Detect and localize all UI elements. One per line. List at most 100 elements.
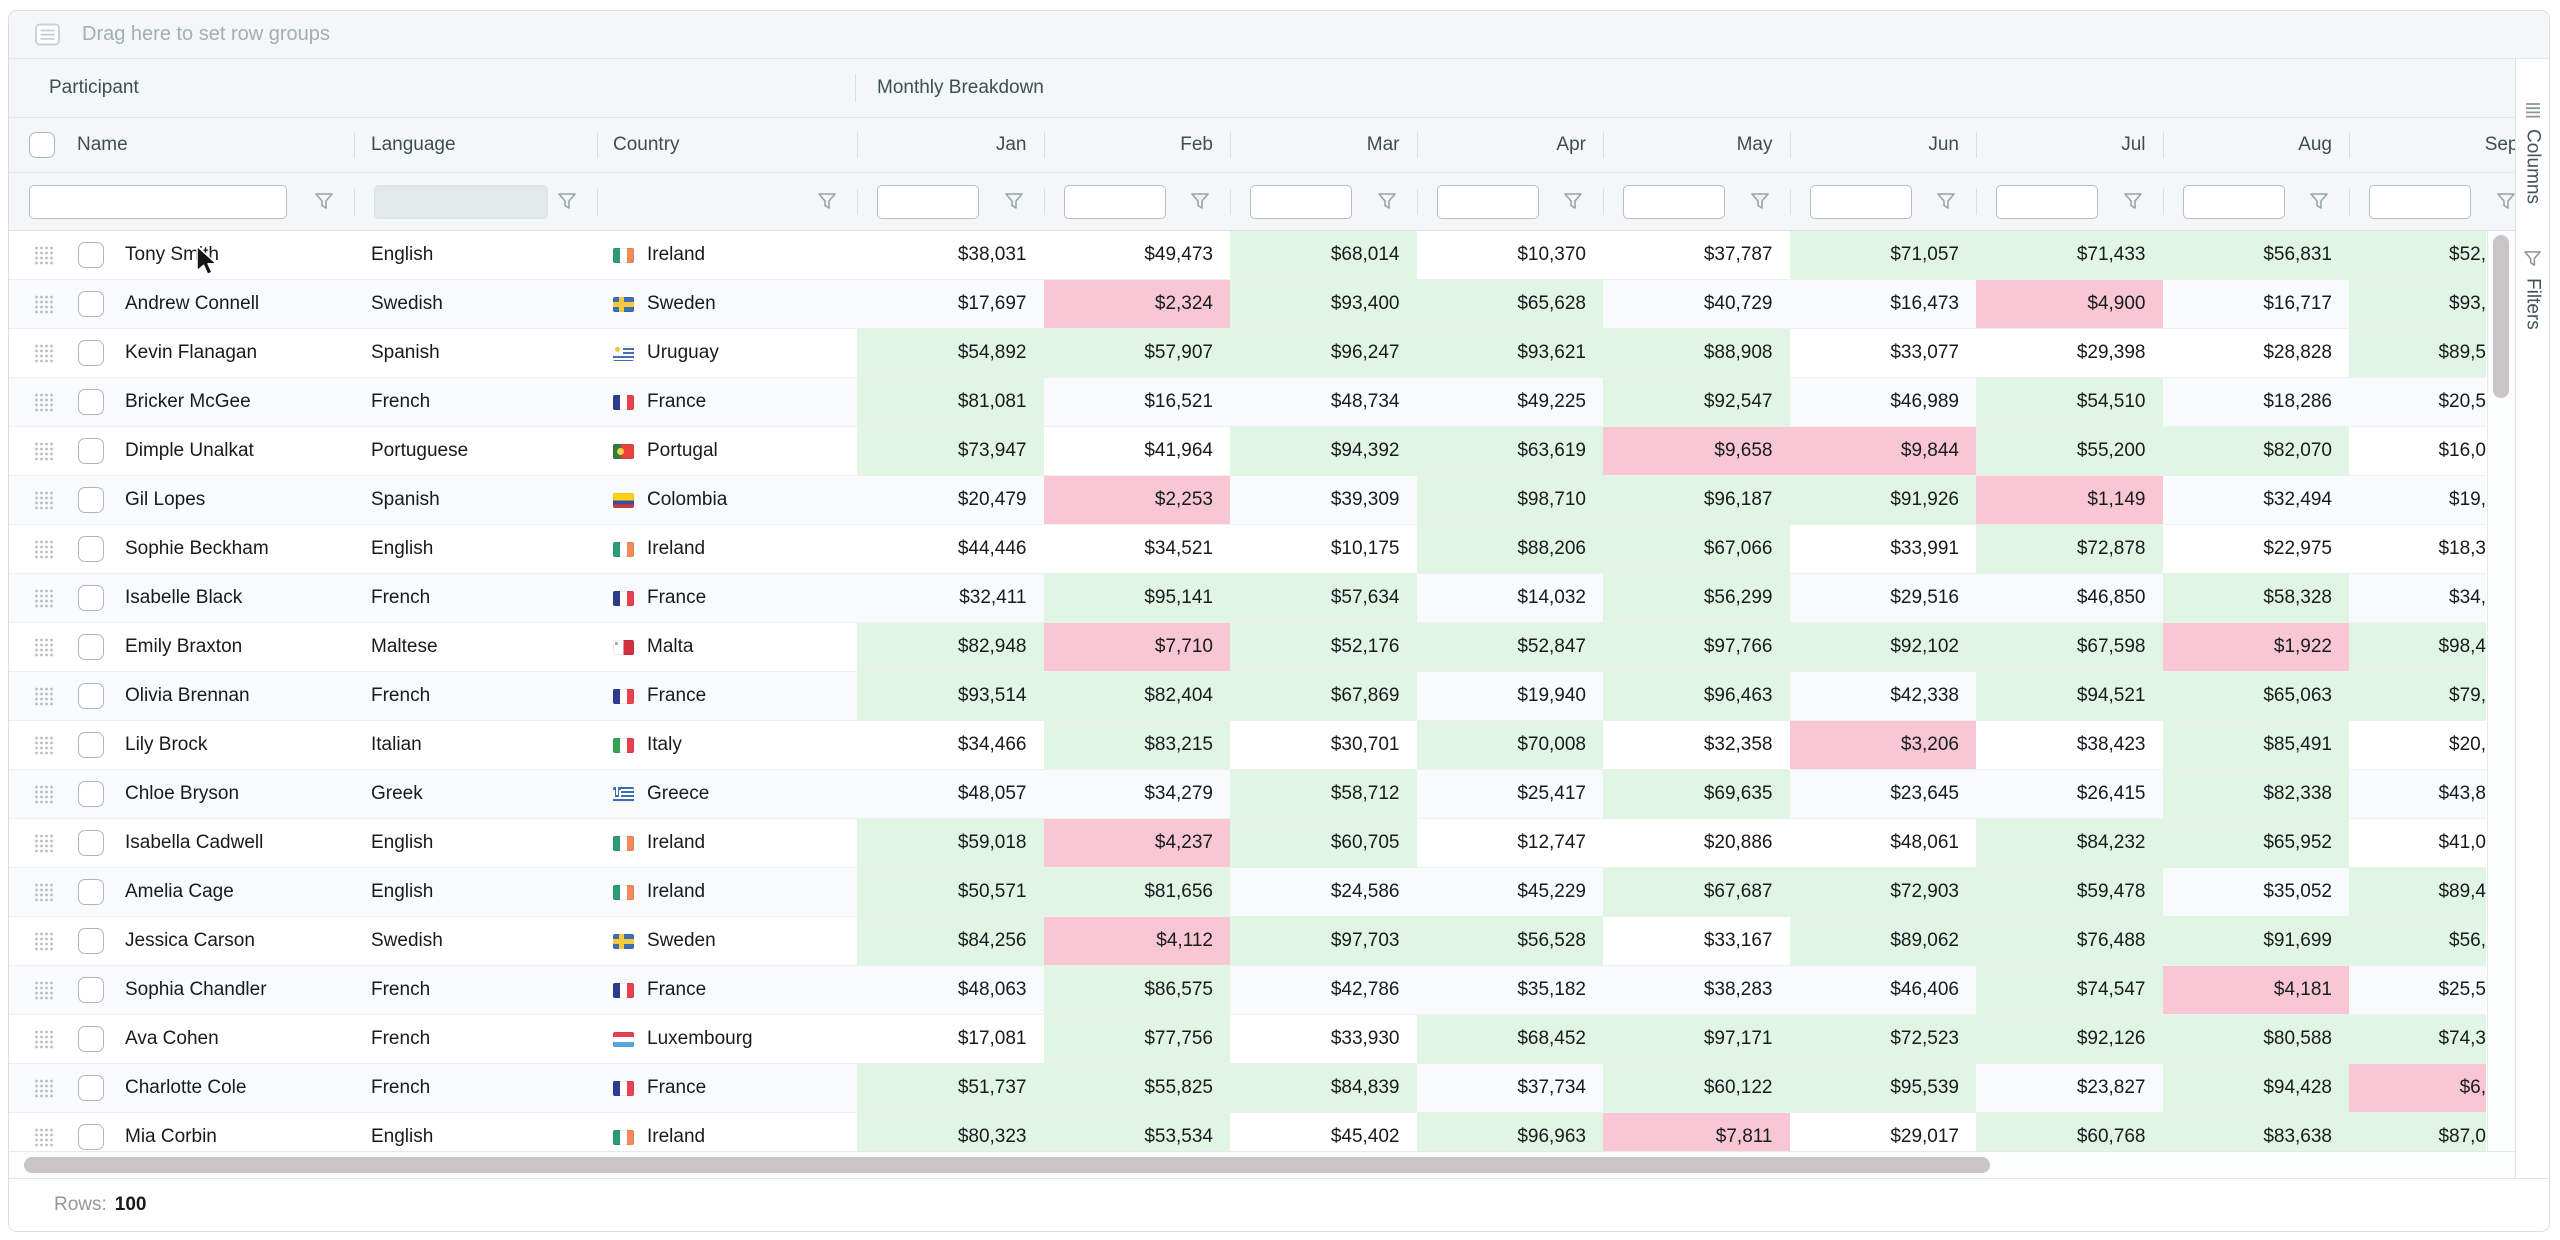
mar-value-cell[interactable]: $42,786 <box>1330 979 1400 1000</box>
column-header-country[interactable]: Country <box>597 118 857 172</box>
column-header-mar[interactable]: Mar <box>1230 118 1417 172</box>
row-drag-handle-icon[interactable] <box>33 784 54 804</box>
jul-value-cell[interactable]: $71,433 <box>1976 231 2163 279</box>
row-checkbox[interactable] <box>78 291 104 317</box>
may-value-cell[interactable]: $88,908 <box>1603 329 1790 377</box>
language-cell[interactable]: Portuguese <box>371 440 469 461</box>
jun-value-cell[interactable]: $92,102 <box>1789 623 1976 671</box>
sep-value-cell[interactable]: $41,0 <box>2438 832 2486 853</box>
sep-value-cell[interactable]: $18,3 <box>2438 538 2486 559</box>
apr-value-cell[interactable]: $35,182 <box>1517 979 1586 1000</box>
apr-value-cell[interactable]: $45,229 <box>1517 881 1586 902</box>
language-cell[interactable]: English <box>371 1126 434 1147</box>
country-cell[interactable]: Greece <box>597 770 857 818</box>
filter-icon[interactable] <box>1750 192 1770 211</box>
filter-icon[interactable] <box>2496 192 2516 211</box>
apr-value-cell[interactable]: $10,370 <box>1517 244 1586 265</box>
name-cell[interactable]: Olivia Brennan <box>9 672 354 720</box>
mar-value-cell[interactable]: $67,869 <box>1230 672 1417 720</box>
row-drag-handle-icon[interactable] <box>33 441 54 461</box>
apr-value-cell[interactable]: $65,628 <box>1416 280 1603 328</box>
jan-value-cell[interactable]: $93,514 <box>857 672 1044 720</box>
may-value-cell[interactable]: $56,299 <box>1603 574 1790 622</box>
apr-value-cell[interactable]: $14,032 <box>1517 587 1586 608</box>
jan-value-cell[interactable]: $20,479 <box>957 489 1027 510</box>
may-value-cell[interactable]: $97,766 <box>1603 623 1790 671</box>
apr-value-cell[interactable]: $68,452 <box>1416 1015 1603 1063</box>
mar-value-cell[interactable]: $68,014 <box>1230 231 1417 279</box>
jul-value-cell[interactable]: $92,126 <box>1976 1015 2163 1063</box>
aug-value-cell[interactable]: $58,328 <box>2162 574 2349 622</box>
column-header-jul[interactable]: Jul <box>1976 118 2163 172</box>
sep-filter-input[interactable] <box>2369 184 2471 219</box>
jan-value-cell[interactable]: $17,081 <box>957 1028 1027 1049</box>
feb-value-cell[interactable]: $34,279 <box>1144 783 1213 804</box>
jan-value-cell[interactable]: $82,948 <box>857 623 1044 671</box>
language-cell[interactable]: English <box>371 244 434 265</box>
feb-value-cell[interactable]: $49,473 <box>1144 244 1213 265</box>
mar-value-cell[interactable]: $58,712 <box>1230 770 1417 818</box>
apr-value-cell[interactable]: $63,619 <box>1416 427 1603 475</box>
filter-icon[interactable] <box>1563 192 1583 211</box>
country-cell[interactable]: Ireland <box>597 231 857 279</box>
name-cell[interactable]: Charlotte Cole <box>9 1064 354 1112</box>
column-header-sep[interactable]: Sep <box>2349 118 2515 172</box>
jun-value-cell[interactable]: $33,077 <box>1890 342 1959 363</box>
language-cell[interactable]: French <box>371 587 431 608</box>
jul-value-cell[interactable]: $23,827 <box>2076 1077 2146 1098</box>
row-checkbox[interactable] <box>78 536 104 562</box>
may-value-cell[interactable]: $37,787 <box>1703 244 1773 265</box>
aug-value-cell[interactable]: $80,588 <box>2162 1015 2349 1063</box>
jul-value-cell[interactable]: $76,488 <box>1976 917 2163 965</box>
feb-value-cell[interactable]: $2,253 <box>1043 476 1230 524</box>
may-value-cell[interactable]: $69,635 <box>1603 770 1790 818</box>
jun-value-cell[interactable]: $95,539 <box>1789 1064 1976 1112</box>
column-header-jan[interactable]: Jan <box>857 118 1044 172</box>
mar-value-cell[interactable]: $10,175 <box>1330 538 1400 559</box>
jul-value-cell[interactable]: $4,900 <box>1976 280 2163 328</box>
name-cell[interactable]: Ava Cohen <box>9 1015 354 1063</box>
name-cell[interactable]: Sophia Chandler <box>9 966 354 1014</box>
horizontal-scrollbar[interactable] <box>9 1151 2515 1178</box>
row-group-drop-zone[interactable]: Drag here to set row groups <box>9 11 2549 59</box>
country-cell[interactable]: Luxembourg <box>597 1015 857 1063</box>
apr-value-cell[interactable]: $93,621 <box>1416 329 1603 377</box>
name-cell[interactable]: Tony Smith <box>9 231 354 279</box>
row-drag-handle-icon[interactable] <box>33 539 54 559</box>
feb-value-cell[interactable]: $16,521 <box>1144 391 1213 412</box>
feb-value-cell[interactable]: $53,534 <box>1043 1113 1230 1151</box>
apr-value-cell[interactable]: $25,417 <box>1517 783 1586 804</box>
mar-value-cell[interactable]: $39,309 <box>1330 489 1400 510</box>
jun-value-cell[interactable]: $16,473 <box>1890 293 1959 314</box>
row-checkbox[interactable] <box>78 683 104 709</box>
jan-value-cell[interactable]: $34,466 <box>957 734 1027 755</box>
mar-value-cell[interactable]: $48,734 <box>1330 391 1400 412</box>
name-cell[interactable]: Isabelle Black <box>9 574 354 622</box>
may-value-cell[interactable]: $96,187 <box>1603 476 1790 524</box>
sep-value-cell[interactable]: $52, <box>2349 231 2486 279</box>
sep-value-cell[interactable]: $20,5 <box>2438 391 2486 412</box>
aug-value-cell[interactable]: $85,491 <box>2162 721 2349 769</box>
jan-value-cell[interactable]: $81,081 <box>857 378 1044 426</box>
jun-value-cell[interactable]: $48,061 <box>1890 832 1959 853</box>
row-drag-handle-icon[interactable] <box>33 490 54 510</box>
country-cell[interactable]: Portugal <box>597 427 857 475</box>
language-cell[interactable]: Spanish <box>371 342 440 363</box>
row-drag-handle-icon[interactable] <box>33 1029 54 1049</box>
jul-value-cell[interactable]: $72,878 <box>1976 525 2163 573</box>
mar-value-cell[interactable]: $24,586 <box>1330 881 1400 902</box>
country-cell[interactable]: Malta <box>597 623 857 671</box>
filter-icon[interactable] <box>1936 192 1956 211</box>
jul-value-cell[interactable]: $26,415 <box>2076 783 2146 804</box>
name-cell[interactable]: Mia Corbin <box>9 1113 354 1151</box>
aug-value-cell[interactable]: $82,338 <box>2162 770 2349 818</box>
jul-value-cell[interactable]: $59,478 <box>1976 868 2163 916</box>
row-checkbox[interactable] <box>78 242 104 268</box>
language-cell[interactable]: Spanish <box>371 489 440 510</box>
aug-filter-input[interactable] <box>2182 184 2285 219</box>
filter-icon[interactable] <box>1377 192 1397 211</box>
jun-value-cell[interactable]: $46,989 <box>1890 391 1959 412</box>
row-drag-handle-icon[interactable] <box>33 294 54 314</box>
aug-value-cell[interactable]: $16,717 <box>2263 293 2332 314</box>
mar-value-cell[interactable]: $94,392 <box>1230 427 1417 475</box>
